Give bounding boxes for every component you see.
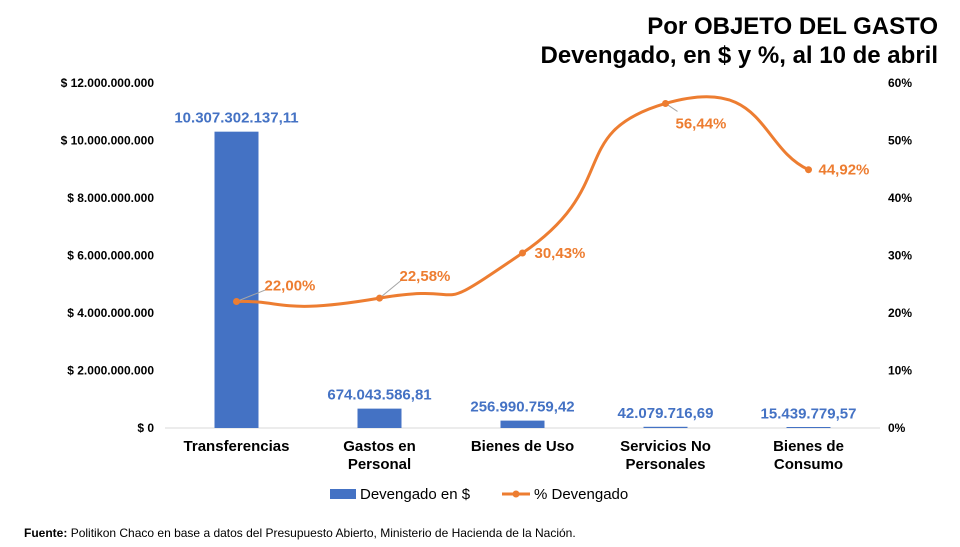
- category-label: Personal: [348, 456, 411, 473]
- pct-point-3: [662, 99, 669, 107]
- pct-value-label: 56,44%: [676, 115, 727, 132]
- source-note: Fuente: Politikon Chaco en base a datos …: [24, 526, 576, 540]
- category-label: Consumo: [774, 456, 843, 473]
- bar-1: [357, 408, 402, 428]
- y-left-tick-label: $ 4.000.000.000: [67, 306, 154, 320]
- category-label: Bienes de Uso: [471, 438, 574, 455]
- legend-line-label: % Devengado: [534, 486, 628, 503]
- pct-point-1: [376, 294, 383, 302]
- category-label: Transferencias: [184, 438, 290, 455]
- y-left-tick-label: $ 0: [137, 421, 154, 435]
- y-right-tick-label: 60%: [888, 76, 912, 90]
- category-label: Servicios No: [620, 438, 711, 455]
- bar-0: [214, 131, 259, 428]
- category-label: Bienes de: [773, 438, 844, 455]
- legend-bar-swatch: [330, 489, 356, 499]
- pct-label-leader: [236, 289, 267, 302]
- pct-value-label: 22,58%: [400, 268, 451, 285]
- chart-title: Por OBJETO DEL GASTO Devengado, en $ y %…: [541, 12, 939, 70]
- category-label: Gastos en: [343, 438, 416, 455]
- source-text: Politikon Chaco en base a datos del Pres…: [70, 526, 576, 540]
- source-label: Fuente:: [24, 526, 68, 540]
- pct-value-label: 44,92%: [819, 162, 870, 179]
- bar-value-label: 674.043.586,81: [327, 387, 431, 404]
- category-label: Personales: [625, 456, 705, 473]
- bar-value-label: 10.307.302.137,11: [174, 110, 298, 127]
- bar-value-label: 15.439.779,57: [761, 406, 857, 423]
- pct-point-2: [519, 249, 526, 257]
- pct-value-label: 30,43%: [535, 245, 586, 262]
- y-right-tick-label: 0%: [888, 421, 906, 435]
- y-left-tick-label: $ 12.000.000.000: [61, 76, 155, 90]
- pct-point-0: [233, 298, 240, 305]
- bar-4: [786, 427, 831, 428]
- y-right-tick-label: 20%: [888, 306, 912, 320]
- chart-title-line1: Por OBJETO DEL GASTO: [647, 13, 938, 40]
- y-left-tick-label: $ 8.000.000.000: [67, 191, 154, 205]
- pct-label-leader: [379, 279, 402, 299]
- bar-value-label: 256.990.759,42: [470, 399, 574, 416]
- legend-bar-label: Devengado en $: [360, 486, 471, 503]
- y-left-tick-label: $ 2.000.000.000: [67, 364, 154, 378]
- bar-3: [643, 426, 688, 428]
- chart-title-line2: Devengado, en $ y %, al 10 de abril: [540, 42, 939, 69]
- pct-point-4: [805, 166, 812, 174]
- bar-value-label: 42.079.716,69: [618, 405, 714, 422]
- pct-series-line: [236, 95, 810, 308]
- y-right-tick-label: 30%: [888, 249, 912, 263]
- legend-line-marker: [512, 490, 520, 498]
- pct-value-label: 22,00%: [265, 278, 316, 295]
- y-right-tick-label: 40%: [888, 191, 912, 205]
- y-right-tick-label: 10%: [888, 364, 912, 378]
- y-left-tick-label: $ 6.000.000.000: [67, 249, 154, 263]
- y-left-tick-label: $ 10.000.000.000: [61, 134, 155, 148]
- y-right-tick-label: 50%: [888, 134, 912, 148]
- bar-2: [500, 420, 545, 428]
